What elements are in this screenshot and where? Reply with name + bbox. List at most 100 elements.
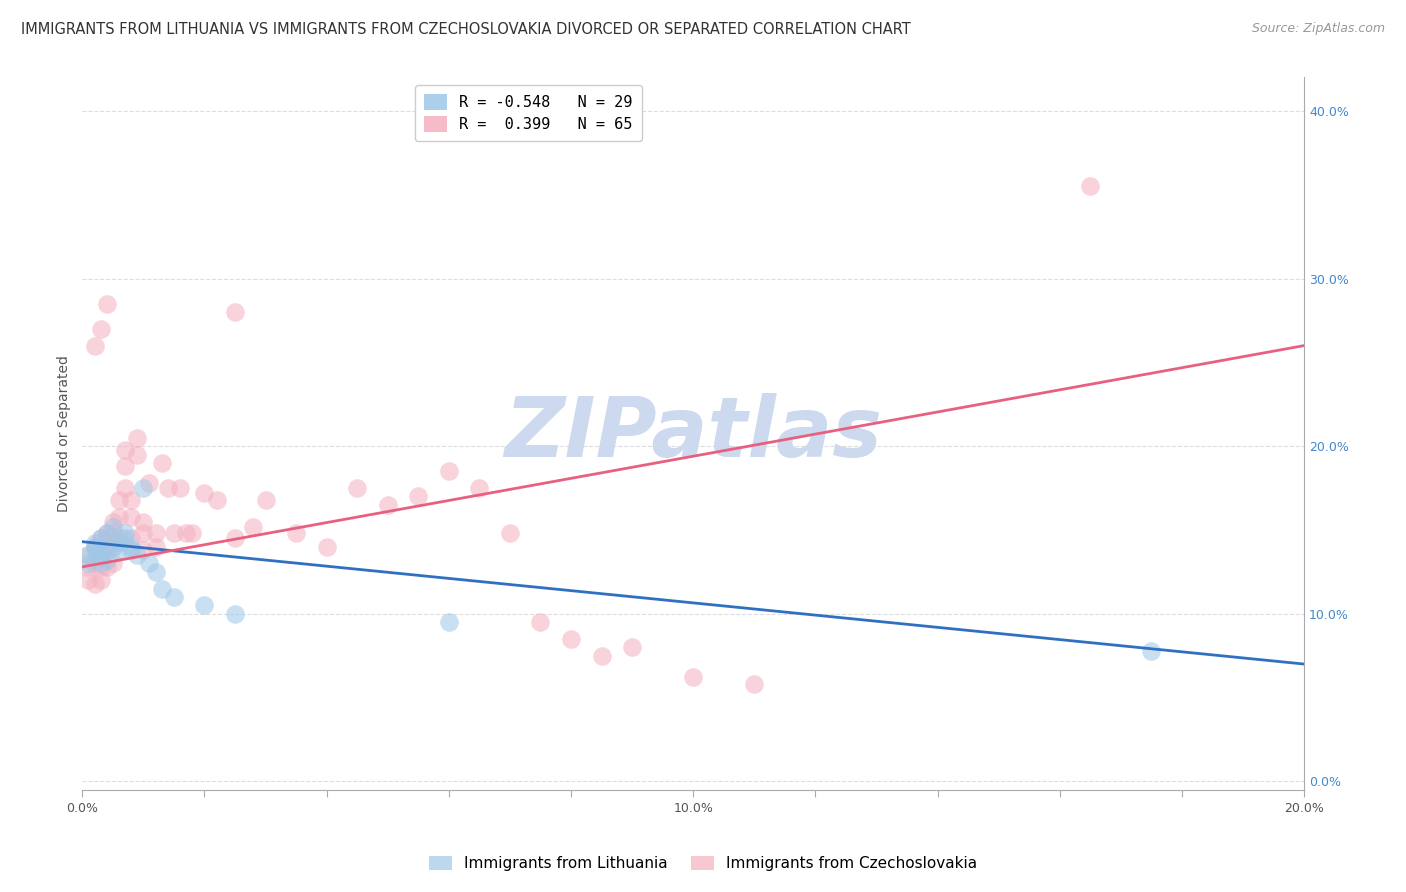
Point <box>96 526 118 541</box>
Point <box>132 515 155 529</box>
Point <box>468 481 491 495</box>
Point <box>114 532 136 546</box>
Point <box>145 526 167 541</box>
Point <box>254 492 277 507</box>
Point <box>90 543 112 558</box>
Point <box>96 543 118 558</box>
Text: IMMIGRANTS FROM LITHUANIA VS IMMIGRANTS FROM CZECHOSLOVAKIA DIVORCED OR SEPARATE: IMMIGRANTS FROM LITHUANIA VS IMMIGRANTS … <box>21 22 911 37</box>
Point <box>621 640 644 655</box>
Point <box>77 559 100 574</box>
Point <box>193 599 215 613</box>
Point <box>101 515 124 529</box>
Point <box>285 526 308 541</box>
Point <box>138 476 160 491</box>
Point <box>145 565 167 579</box>
Point <box>437 615 460 629</box>
Point <box>101 540 124 554</box>
Point <box>83 557 105 571</box>
Point <box>96 532 118 546</box>
Point <box>529 615 551 629</box>
Legend: R = -0.548   N = 29, R =  0.399   N = 65: R = -0.548 N = 29, R = 0.399 N = 65 <box>415 85 641 142</box>
Point <box>90 532 112 546</box>
Point <box>96 526 118 541</box>
Point <box>96 553 118 567</box>
Point <box>242 519 264 533</box>
Point <box>114 481 136 495</box>
Point <box>120 492 142 507</box>
Point <box>96 296 118 310</box>
Point <box>101 526 124 541</box>
Point <box>132 526 155 541</box>
Point <box>377 498 399 512</box>
Point <box>83 540 105 554</box>
Point <box>1078 179 1101 194</box>
Point <box>145 540 167 554</box>
Point <box>174 526 197 541</box>
Point <box>193 486 215 500</box>
Point <box>108 534 131 549</box>
Point <box>132 481 155 495</box>
Point <box>96 543 118 558</box>
Point <box>127 431 149 445</box>
Point <box>114 459 136 474</box>
Point <box>77 574 100 588</box>
Legend: Immigrants from Lithuania, Immigrants from Czechoslovakia: Immigrants from Lithuania, Immigrants fr… <box>423 849 983 877</box>
Point <box>90 559 112 574</box>
Point <box>120 532 142 546</box>
Point <box>150 582 173 596</box>
Point <box>437 464 460 478</box>
Point <box>114 526 136 541</box>
Point <box>90 322 112 336</box>
Point <box>132 543 155 558</box>
Point <box>591 648 613 663</box>
Point <box>315 540 337 554</box>
Point <box>406 490 429 504</box>
Point <box>96 559 118 574</box>
Point <box>120 540 142 554</box>
Point <box>163 590 186 604</box>
Point <box>83 536 105 550</box>
Point <box>163 526 186 541</box>
Point <box>120 509 142 524</box>
Point <box>224 532 246 546</box>
Point <box>83 540 105 554</box>
Point <box>108 543 131 558</box>
Text: Source: ZipAtlas.com: Source: ZipAtlas.com <box>1251 22 1385 36</box>
Point <box>127 448 149 462</box>
Point <box>101 557 124 571</box>
Point <box>77 557 100 571</box>
Point <box>108 532 131 546</box>
Point <box>346 481 368 495</box>
Point <box>83 543 105 558</box>
Point <box>499 526 522 541</box>
Point <box>90 532 112 546</box>
Point <box>101 519 124 533</box>
Point <box>108 492 131 507</box>
Point <box>127 548 149 562</box>
Point <box>224 607 246 621</box>
Point <box>150 456 173 470</box>
Point <box>682 670 704 684</box>
Y-axis label: Divorced or Separated: Divorced or Separated <box>58 355 72 512</box>
Point <box>224 305 246 319</box>
Point <box>77 548 100 562</box>
Point <box>1140 643 1163 657</box>
Point <box>108 509 131 524</box>
Point <box>120 543 142 558</box>
Point <box>77 548 100 562</box>
Point <box>90 548 112 562</box>
Point <box>560 632 582 646</box>
Point <box>205 492 228 507</box>
Point <box>83 576 105 591</box>
Point <box>90 574 112 588</box>
Point <box>101 540 124 554</box>
Point <box>156 481 179 495</box>
Point <box>742 677 765 691</box>
Point <box>181 526 204 541</box>
Point <box>169 481 191 495</box>
Point <box>90 557 112 571</box>
Text: ZIPatlas: ZIPatlas <box>505 393 882 474</box>
Point <box>114 442 136 457</box>
Point <box>83 338 105 352</box>
Point <box>138 557 160 571</box>
